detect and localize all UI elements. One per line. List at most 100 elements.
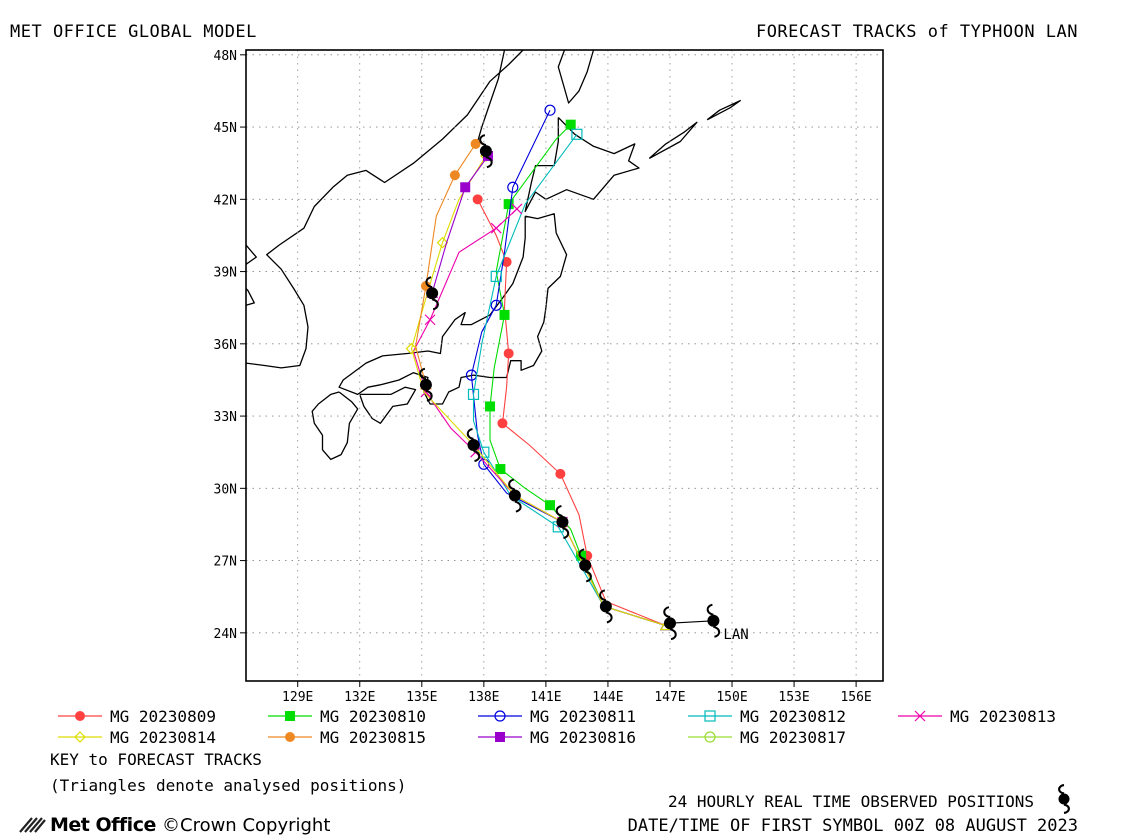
legend-swatch-icon [478, 710, 522, 722]
series-mg-20230812 [467, 128, 672, 631]
track-point [75, 711, 85, 721]
legend-item: MG 20230813 [896, 706, 1056, 726]
track-point [436, 236, 449, 249]
track-point [495, 732, 505, 742]
storm-label: LAN [723, 627, 748, 643]
x-tick-label: 138E [468, 690, 499, 705]
track-point [914, 710, 926, 722]
coastline-map [245, 49, 741, 461]
legend-label: MG 20230814 [110, 727, 216, 747]
x-tick-label: 141E [530, 690, 561, 705]
track-point [704, 731, 716, 743]
coastline-3 [474, 49, 506, 149]
legend-item: MG 20230811 [476, 706, 636, 726]
met-office-logo: Met Office [18, 814, 156, 836]
chart-title-left: MET OFFICE GLOBAL MODEL [10, 22, 257, 42]
track-point [545, 500, 556, 511]
x-tick-label: 129E [282, 690, 313, 705]
track-point [497, 418, 508, 429]
legend-swatch-icon [688, 710, 732, 722]
series-line [415, 143, 477, 385]
series-mg-20230813 [412, 203, 672, 631]
legend-item: MG 20230817 [686, 727, 846, 747]
track-point [449, 170, 460, 181]
met-office-logo-text: Met Office [50, 814, 156, 836]
chart-title-right: FORECAST TRACKS of TYPHOON LAN [755, 22, 1078, 42]
coastline-7 [311, 391, 359, 461]
legend-swatch-icon [268, 732, 312, 742]
track-point [472, 194, 483, 205]
y-tick-label: 36N [214, 338, 237, 353]
legend-swatch-icon [688, 731, 732, 743]
forecast-track-chart: 129E 132E 135E 138E 141E 144E 147E 150E 153E 156E… [214, 49, 884, 705]
legend-item: MG 20230814 [56, 727, 216, 747]
track-point [494, 710, 506, 722]
coastline-9 [648, 121, 698, 159]
x-tick-label: 132E [344, 690, 375, 705]
observed-track-line [669, 620, 714, 624]
y-tick-label: 24N [214, 627, 237, 642]
series-line [410, 155, 666, 627]
track-point [420, 281, 431, 292]
typhoon-symbol [425, 276, 439, 311]
track-point [490, 299, 502, 311]
track-point [424, 314, 436, 326]
typhoon-symbol [599, 589, 613, 624]
x-tick-label: 153E [778, 690, 809, 705]
track-point [704, 710, 716, 722]
typhoon-symbol [508, 478, 522, 513]
y-tick-label: 45N [214, 121, 237, 136]
legend-item: MG 20230812 [686, 706, 846, 726]
series-line [431, 155, 489, 294]
key-title: KEY to FORECAST TRACKS [50, 750, 262, 769]
grid-lines [246, 50, 883, 681]
y-tick-label: 42N [214, 193, 237, 208]
first-symbol-datetime: DATE/TIME OF FIRST SYMBOL 00Z 08 AUGUST … [627, 816, 1078, 836]
track-point [501, 256, 512, 267]
legend-label: MG 20230815 [320, 727, 426, 747]
track-point [490, 270, 502, 282]
key-note: (Triangles denote analysed positions) [50, 776, 407, 795]
coastline-0 [245, 49, 524, 369]
typhoon-symbol [706, 603, 721, 638]
series-mg-20230816 [426, 150, 493, 298]
track-point [503, 348, 514, 359]
track-point [405, 342, 418, 355]
legend-swatch-icon [58, 731, 102, 743]
x-tick-label: 135E [406, 690, 437, 705]
typhoon-symbol [419, 367, 433, 402]
series-line [472, 133, 666, 627]
y-tick-label: 39N [214, 266, 237, 281]
track-point [576, 550, 587, 561]
track-point [503, 199, 514, 210]
series-mg-20230809 [472, 194, 672, 631]
track-point [511, 203, 523, 215]
coastline-4 [557, 49, 595, 104]
legend-label: MG 20230811 [530, 706, 636, 726]
x-tick-label: 144E [592, 690, 623, 705]
typhoon-symbol [663, 606, 677, 641]
coastline-1 [245, 287, 255, 306]
y-tick-label: 33N [214, 410, 237, 425]
legend-label: MG 20230816 [530, 727, 636, 747]
plot-frame [245, 49, 884, 682]
series-line [470, 109, 666, 627]
track-point [499, 309, 510, 320]
series-mg-20230815 [415, 138, 481, 390]
crown-copyright: ©Crown Copyright [162, 815, 331, 836]
legend-swatch-icon [268, 711, 312, 721]
track-point [490, 222, 502, 234]
typhoon-symbol [466, 427, 481, 462]
typhoon-symbol [479, 134, 493, 169]
forecast-tracks [405, 104, 672, 631]
series-mg-20230811 [465, 104, 672, 631]
track-point [565, 119, 576, 130]
track-point [507, 181, 519, 193]
observed-track [419, 134, 721, 641]
legend-swatch-icon [898, 710, 942, 722]
coastline-8 [359, 386, 417, 424]
series-mg-20230814 [405, 150, 672, 631]
legend-item: MG 20230809 [56, 706, 216, 726]
track-point [467, 388, 480, 401]
track-point [544, 104, 556, 116]
